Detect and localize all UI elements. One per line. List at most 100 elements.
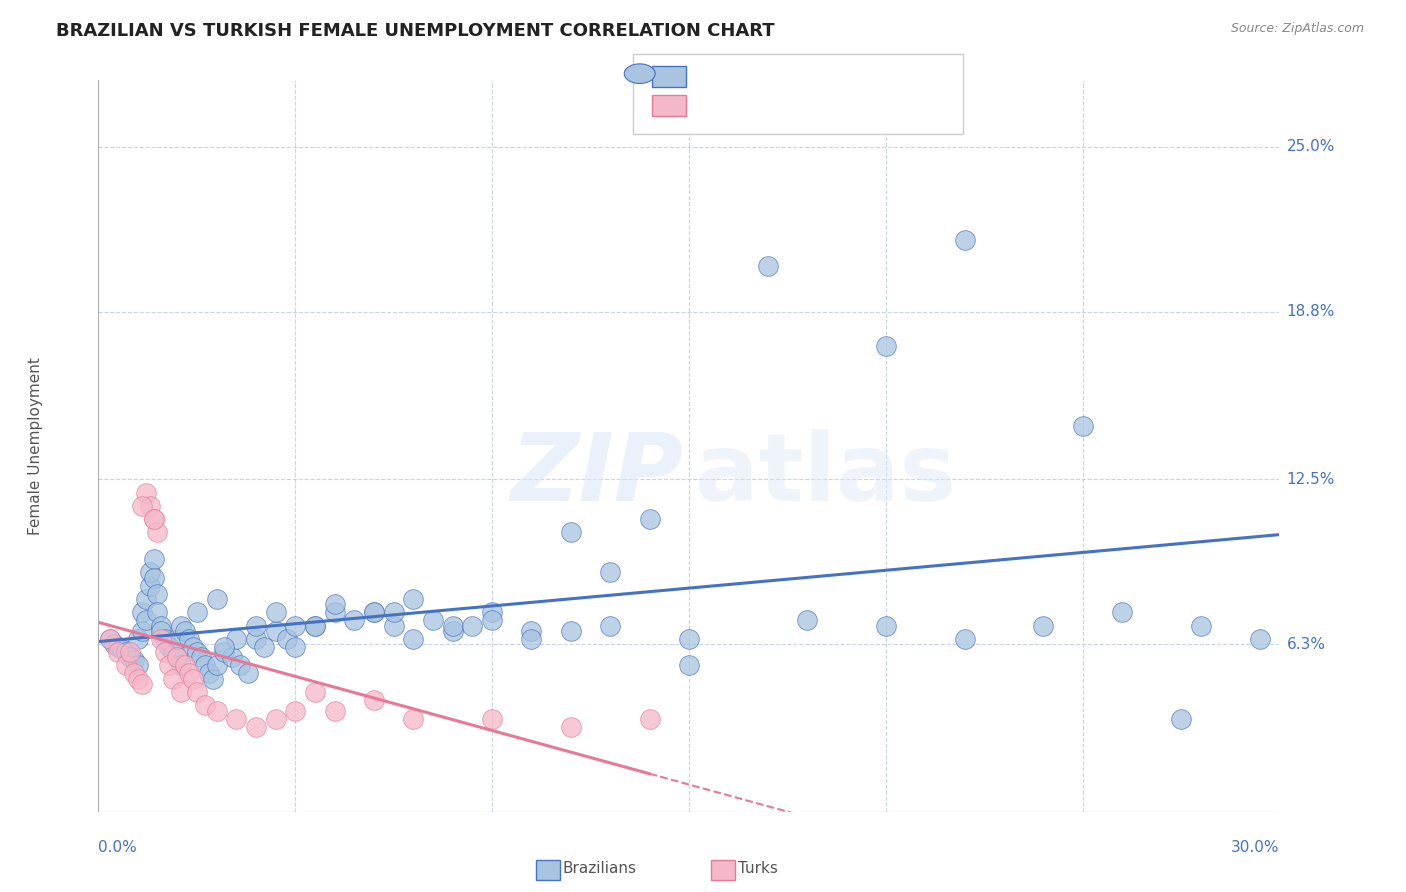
Point (264, 605, 287, 619)
Point (875, 618, 897, 632)
Point (107, 640, 129, 654)
Point (756, 260, 779, 274)
Point (131, 499, 153, 513)
Point (363, 693, 385, 707)
Point (323, 597, 346, 611)
Point (382, 618, 405, 632)
Point (1032, 618, 1054, 632)
Point (138, 579, 160, 593)
Point (111, 642, 134, 657)
Point (181, 672, 204, 686)
Point (245, 720, 267, 734)
Text: 6.3%: 6.3% (1286, 637, 1326, 652)
Text: R = -0.328   N = 36: R = -0.328 N = 36 (696, 98, 869, 112)
Point (166, 650, 188, 665)
Point (363, 605, 385, 619)
Point (142, 552, 165, 566)
Point (142, 512, 165, 526)
Point (1249, 632, 1271, 646)
Point (127, 632, 149, 646)
Point (225, 712, 247, 726)
Point (190, 650, 212, 665)
Point (276, 632, 298, 646)
Text: 30.0%: 30.0% (1232, 840, 1279, 855)
Point (115, 645, 138, 659)
Point (678, 658, 700, 673)
Point (560, 624, 582, 638)
Point (131, 624, 153, 638)
Point (146, 586, 169, 600)
Point (245, 632, 267, 646)
Point (162, 672, 184, 686)
Point (214, 640, 236, 654)
Text: 0.0%: 0.0% (98, 840, 138, 855)
Point (402, 591, 425, 606)
Point (122, 666, 145, 681)
Point (304, 618, 326, 632)
Point (135, 591, 157, 606)
Point (225, 632, 247, 646)
Point (103, 637, 125, 651)
Point (170, 685, 193, 699)
Point (402, 712, 425, 726)
Point (236, 666, 259, 681)
Point (481, 712, 503, 726)
Point (402, 632, 425, 646)
Text: ZIP: ZIP (510, 429, 683, 521)
Point (304, 685, 326, 699)
Point (138, 566, 160, 580)
Point (118, 645, 141, 659)
Text: Source: ZipAtlas.com: Source: ZipAtlas.com (1230, 22, 1364, 36)
Point (304, 618, 326, 632)
Point (323, 605, 346, 619)
Point (146, 605, 169, 619)
Point (953, 632, 976, 646)
Point (205, 704, 228, 718)
Point (481, 613, 503, 627)
Point (481, 605, 503, 619)
Point (1111, 605, 1133, 619)
Point (520, 624, 543, 638)
Point (382, 605, 405, 619)
Point (150, 632, 173, 646)
Point (678, 632, 700, 646)
Point (155, 645, 177, 659)
Point (146, 525, 169, 540)
Point (284, 640, 307, 654)
Point (520, 632, 543, 646)
Text: 18.8%: 18.8% (1286, 304, 1334, 319)
Point (599, 618, 621, 632)
Point (115, 658, 138, 673)
Point (363, 605, 385, 619)
Point (170, 658, 193, 673)
Point (170, 618, 193, 632)
Point (343, 613, 366, 627)
Point (264, 712, 287, 726)
Text: Turks: Turks (738, 862, 778, 876)
Point (205, 591, 228, 606)
Text: 25.0%: 25.0% (1286, 139, 1334, 154)
Point (229, 658, 252, 673)
Point (166, 632, 188, 646)
Point (177, 666, 200, 681)
Text: Brazilians: Brazilians (562, 862, 637, 876)
Point (174, 624, 197, 638)
Point (441, 618, 464, 632)
Point (599, 566, 621, 580)
Point (122, 653, 145, 667)
Point (284, 618, 307, 632)
Point (214, 645, 236, 659)
Point (875, 339, 897, 353)
Point (155, 632, 177, 646)
Point (150, 618, 173, 632)
Point (560, 525, 582, 540)
Point (138, 499, 160, 513)
Point (135, 485, 157, 500)
Point (253, 640, 276, 654)
Text: atlas: atlas (695, 429, 956, 521)
Point (638, 512, 661, 526)
Point (98, 632, 121, 646)
Point (127, 672, 149, 686)
Point (1189, 618, 1212, 632)
Point (135, 613, 157, 627)
